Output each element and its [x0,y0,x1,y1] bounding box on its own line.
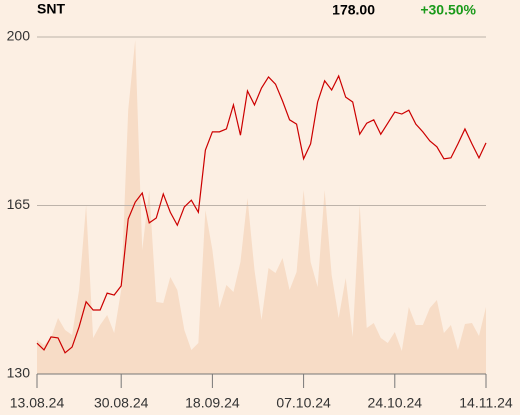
y-tick-label: 165 [7,196,31,212]
y-tick-label: 130 [7,365,31,381]
y-tick-label: 200 [7,28,31,44]
ticker: SNT [37,1,65,17]
x-tick-label: 18.09.24 [185,395,240,411]
x-tick-label: 07.10.24 [276,395,331,411]
volume-area [37,40,486,374]
x-tick-label: 24.10.24 [368,395,423,411]
last-price: 178.00 [332,2,375,18]
x-tick-label: 14.11.24 [459,395,513,411]
x-tick-label: 13.08.24 [10,395,65,411]
price-line [36,74,487,354]
change: +30.50% [420,2,476,18]
x-tick-label: 30.08.24 [94,395,149,411]
